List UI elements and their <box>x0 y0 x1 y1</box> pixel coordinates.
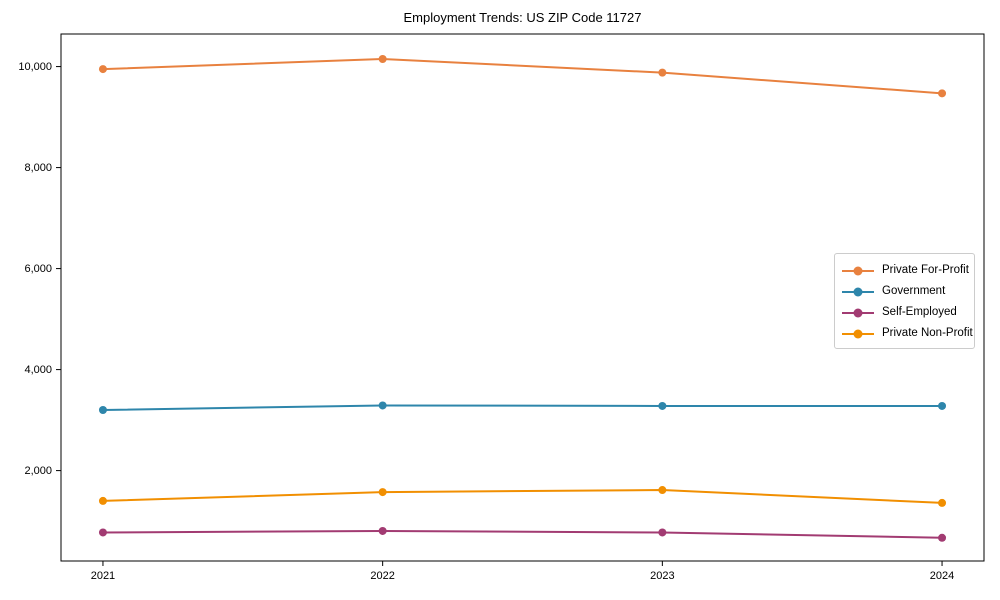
data-point <box>938 89 947 98</box>
x-tick-label: 2021 <box>90 570 116 582</box>
series-line <box>102 404 943 411</box>
legend-line-marker-icon <box>842 285 874 297</box>
legend-label: Self-Employed <box>882 305 957 318</box>
data-point <box>98 496 107 505</box>
y-tick-label: 6,000 <box>24 262 52 275</box>
legend-label: Government <box>882 284 946 297</box>
legend-item: Government <box>842 280 966 301</box>
data-point <box>938 401 947 410</box>
legend-item: Private Non-Profit <box>842 322 973 343</box>
series-line <box>102 529 943 539</box>
legend: Private For-Profit Government Self-Employe… <box>834 253 975 349</box>
data-point <box>938 498 947 507</box>
series-line <box>102 57 943 95</box>
y-tick-label: 10,000 <box>18 60 52 73</box>
data-point <box>658 401 667 410</box>
data-point <box>98 405 107 414</box>
legend-line-marker-icon <box>842 327 874 339</box>
data-point <box>378 401 387 410</box>
x-tick-label: 2024 <box>929 570 955 582</box>
y-tick-label: 4,000 <box>24 363 52 376</box>
series-line <box>102 489 943 504</box>
data-point <box>98 65 107 74</box>
legend-line-marker-icon <box>842 306 874 318</box>
data-point <box>378 54 387 63</box>
legend-item: Self-Employed <box>842 301 966 322</box>
y-tick-label: 8,000 <box>24 161 52 174</box>
legend-line-marker-icon <box>842 264 874 276</box>
legend-label: Private For-Profit <box>882 263 969 276</box>
legend-item: Private For-Profit <box>842 259 969 280</box>
y-tick-label: 2,000 <box>24 464 52 477</box>
data-point <box>378 526 387 535</box>
data-point <box>378 488 387 497</box>
legend-label: Private Non-Profit <box>882 326 973 339</box>
x-tick-label: 2022 <box>370 570 395 582</box>
data-point <box>658 68 667 77</box>
data-point <box>658 486 667 495</box>
x-tick-label: 2023 <box>650 570 675 582</box>
plot-frame <box>60 33 985 562</box>
chart-title: Employment Trends: US ZIP Code 11727 <box>403 10 642 25</box>
data-point <box>938 533 947 542</box>
data-point <box>98 528 107 537</box>
data-point <box>658 528 667 537</box>
